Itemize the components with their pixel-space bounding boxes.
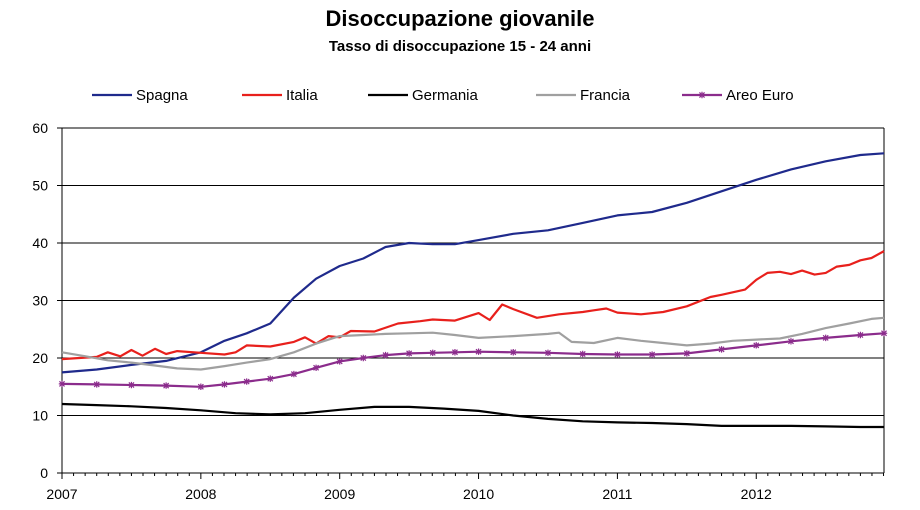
data-point-marker [822,334,829,342]
data-point-marker [405,350,413,357]
legend-label: Spagna [136,87,188,104]
data-point-marker [579,350,586,358]
x-tick-label: 2012 [741,486,772,502]
data-point-marker [718,346,725,353]
x-tick-label: 2009 [324,486,355,502]
series-areo-euro [58,330,888,390]
series-group [58,152,888,429]
legend-item: Francia [536,87,631,104]
legend-item: Spagna [92,87,188,104]
legend-label: Areo Euro [726,87,794,104]
y-tick-label: 40 [32,235,48,251]
legend-item: Areo Euro [682,87,794,104]
data-point-marker [510,349,517,356]
legend-label: Germania [412,87,479,104]
legend-marker [698,91,706,99]
series-line [61,332,885,388]
data-point-marker [787,338,795,345]
y-tick-label: 0 [40,465,48,481]
data-point-marker [382,351,389,359]
series-spagna [61,152,885,374]
data-point-marker [128,381,135,389]
data-point-marker [648,351,656,358]
y-tick-label: 10 [32,408,48,424]
y-tick-label: 30 [32,293,48,309]
chart-subtitle: Tasso di disoccupazione 15 - 24 anni [328,38,592,55]
data-point-marker [243,378,250,385]
series-line [61,402,884,429]
data-point-marker [451,349,459,356]
data-point-marker [197,383,205,390]
gridlines [62,127,884,416]
series-line [61,316,885,371]
data-point-marker [290,370,298,378]
legend-item: Italia [242,87,318,104]
y-tick-label: 50 [32,178,48,194]
data-point-marker [312,364,320,371]
axes: 0 10 20 30 40 50 60 2007 2008 2009 2010 2011 2012 [32,120,885,502]
series-line [61,250,885,361]
x-tick-label: 2008 [185,486,216,502]
data-point-marker [221,381,228,388]
legend-label: Francia [580,87,631,104]
data-point-marker [336,358,343,365]
y-tick-label: 60 [32,120,48,136]
data-point-marker [753,342,760,349]
series-francia [61,316,885,371]
data-point-marker [93,381,100,388]
series-line [61,152,885,374]
data-point-marker [58,380,66,388]
data-point-marker [429,349,436,357]
x-tick-label: 2007 [46,486,77,502]
legend-label: Italia [286,87,318,104]
legend-item: Germania [368,87,479,104]
legend: Spagna Italia Germania Francia Areo Euro [92,87,794,104]
data-point-marker [162,382,170,389]
data-point-marker [857,331,864,339]
data-point-marker [267,375,274,382]
series-germania [61,402,884,429]
data-point-marker [683,350,691,357]
y-tick-label: 20 [32,350,48,366]
data-point-marker [475,348,482,355]
data-point-marker [880,330,888,337]
x-tick-label: 2011 [602,486,632,502]
x-tick-label: 2010 [463,486,494,502]
series-italia [61,250,885,361]
data-point-marker [360,354,367,362]
data-point-marker [544,349,552,357]
data-point-marker [614,351,621,358]
chart-title: Disoccupazione giovanile [325,6,595,31]
